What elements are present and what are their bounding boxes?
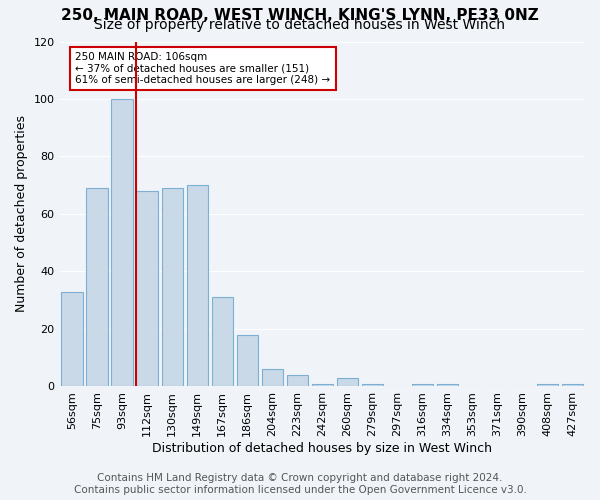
- Bar: [437, 384, 458, 386]
- Text: Size of property relative to detached houses in West Winch: Size of property relative to detached ho…: [95, 18, 505, 32]
- Bar: [187, 185, 208, 386]
- Bar: [362, 384, 383, 386]
- Bar: [212, 298, 233, 386]
- Bar: [161, 188, 183, 386]
- Bar: [337, 378, 358, 386]
- Bar: [136, 191, 158, 386]
- Bar: [236, 334, 258, 386]
- Bar: [86, 188, 108, 386]
- Bar: [562, 384, 583, 386]
- Bar: [311, 384, 333, 386]
- Bar: [412, 384, 433, 386]
- Text: Contains HM Land Registry data © Crown copyright and database right 2024.
Contai: Contains HM Land Registry data © Crown c…: [74, 474, 526, 495]
- Bar: [112, 99, 133, 386]
- Y-axis label: Number of detached properties: Number of detached properties: [15, 116, 28, 312]
- Text: 250, MAIN ROAD, WEST WINCH, KING'S LYNN, PE33 0NZ: 250, MAIN ROAD, WEST WINCH, KING'S LYNN,…: [61, 8, 539, 22]
- Bar: [287, 375, 308, 386]
- Bar: [537, 384, 558, 386]
- Text: 250 MAIN ROAD: 106sqm
← 37% of detached houses are smaller (151)
61% of semi-det: 250 MAIN ROAD: 106sqm ← 37% of detached …: [76, 52, 331, 85]
- Bar: [262, 369, 283, 386]
- X-axis label: Distribution of detached houses by size in West Winch: Distribution of detached houses by size …: [152, 442, 492, 455]
- Bar: [61, 292, 83, 386]
